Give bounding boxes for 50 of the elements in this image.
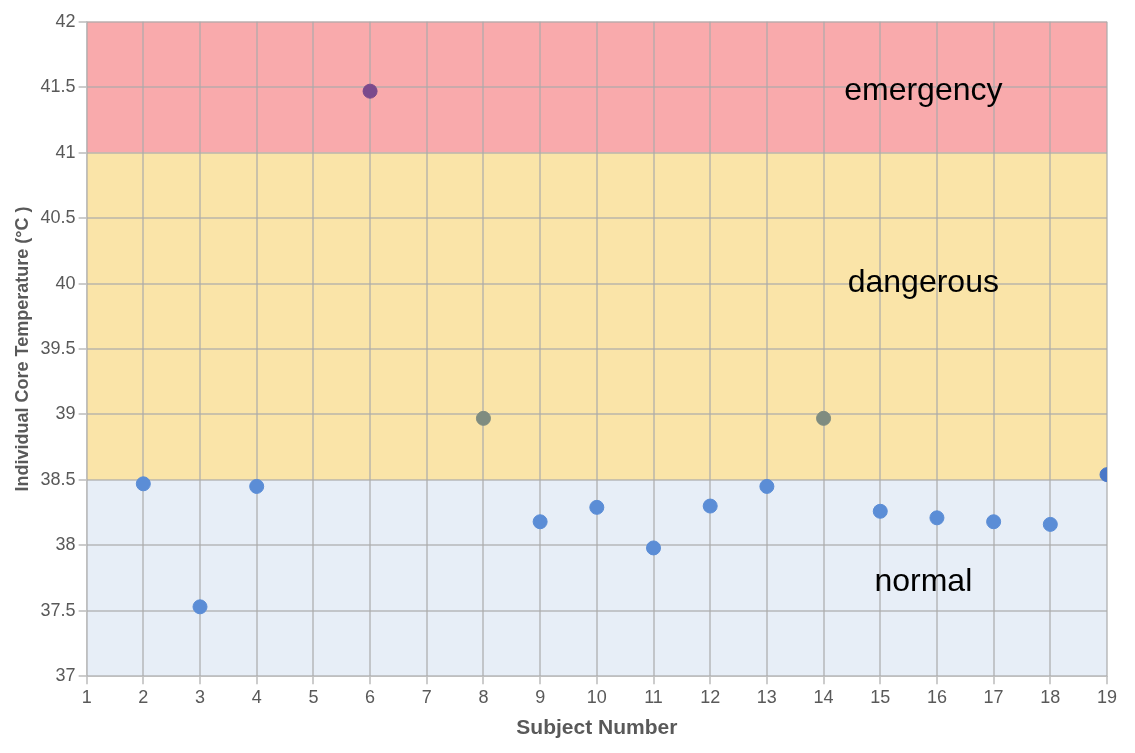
- y-tick-label: 38.5: [40, 468, 76, 489]
- x-tick-label: 19: [1096, 686, 1118, 707]
- y-axis-title: Individual Core Temperature (°C ): [11, 206, 32, 492]
- y-tick-label: 38: [55, 534, 76, 555]
- x-tick-label: 9: [535, 686, 546, 707]
- x-tick-label: 10: [586, 686, 607, 707]
- x-tick-label: 14: [813, 686, 834, 707]
- y-tick-label: 41: [55, 141, 76, 162]
- x-tick-label: 12: [700, 686, 721, 707]
- point: [872, 503, 888, 519]
- x-tick-label: 3: [195, 686, 206, 707]
- point: [192, 599, 208, 615]
- y-tick-label: 42: [55, 10, 76, 31]
- point: [646, 540, 661, 556]
- x-tick-label: 4: [251, 686, 262, 707]
- x-axis-title: Subject Number: [516, 715, 678, 739]
- point: [1042, 516, 1058, 532]
- point: [986, 514, 1002, 530]
- point: [362, 83, 378, 99]
- band-label: emergency: [844, 71, 1003, 108]
- y-tick-label: 37.5: [40, 599, 76, 620]
- point: [532, 514, 548, 530]
- x-tick-label: 18: [1040, 686, 1061, 707]
- point: [929, 510, 945, 526]
- point: [816, 410, 832, 426]
- x-tick-label: 16: [926, 686, 947, 707]
- point: [475, 410, 491, 426]
- point: [249, 478, 265, 494]
- y-tick-label: 41.5: [40, 76, 76, 97]
- x-tick-label: 11: [644, 686, 663, 707]
- point: [135, 476, 151, 492]
- band-label: normal: [874, 561, 973, 598]
- point: [759, 478, 775, 494]
- x-tick-label: 6: [365, 686, 376, 707]
- y-tick-label: 39: [55, 403, 76, 424]
- x-tick-label: 15: [870, 686, 891, 707]
- x-tick-label: 8: [478, 686, 489, 707]
- band-label: dangerous: [847, 263, 999, 300]
- x-tick-label: 13: [756, 686, 777, 707]
- y-tick-label: 37: [55, 665, 76, 686]
- x-tick-label: 5: [308, 686, 319, 707]
- point: [589, 499, 605, 515]
- x-tick-label: 2: [138, 686, 149, 707]
- y-tick-label: 40.5: [40, 207, 76, 228]
- y-tick-label: 40: [55, 272, 76, 293]
- x-tick-label: 1: [81, 686, 92, 707]
- x-tick-label: 17: [983, 686, 1004, 707]
- point: [702, 498, 718, 514]
- y-tick-label: 39.5: [40, 337, 76, 358]
- x-tick-label: 7: [421, 686, 432, 707]
